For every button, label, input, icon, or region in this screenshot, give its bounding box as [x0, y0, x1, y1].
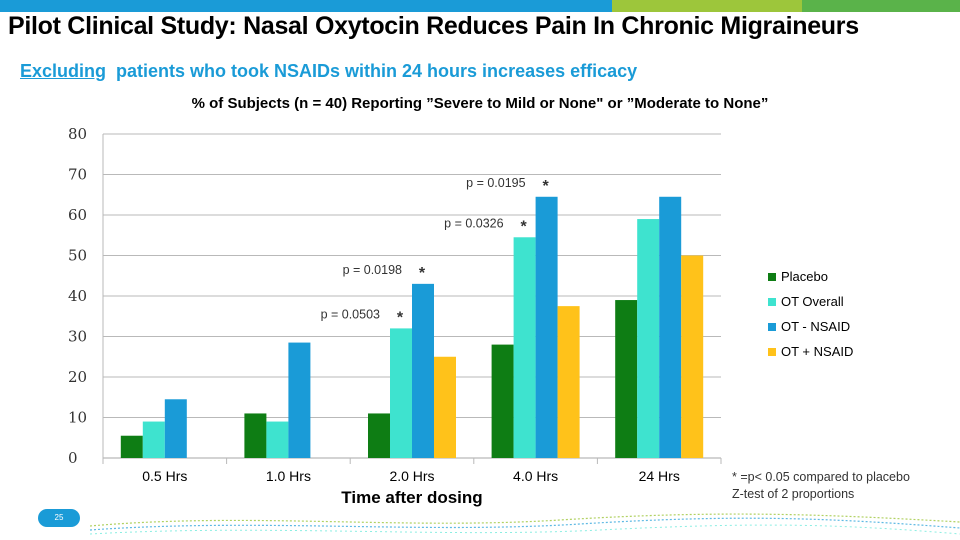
- legend-label-placebo: Placebo: [781, 269, 828, 284]
- y-tick-label: 10: [68, 409, 87, 427]
- legend-swatch-placebo: [768, 272, 776, 281]
- bar-ot-nsaid-2: [412, 283, 434, 458]
- y-tick-label: 60: [68, 206, 87, 224]
- accent-segment-lime: [612, 0, 802, 12]
- bar-ot-nsaid-2: [434, 356, 456, 458]
- axis-ticks: 0 10 20 30 40 50 60 70 80 0.5 Hrs 1.0 Hrs 2.0 Hrs 4.…: [68, 125, 680, 484]
- slide-subtitle: Excluding patients who took NSAIDs withi…: [20, 61, 637, 82]
- legend-item-ot-plus-nsaid: OT + NSAID: [768, 339, 853, 364]
- p-value-label: p = 0.0198: [343, 263, 402, 277]
- legend-label-ot-minus-nsaid: OT - NSAID: [781, 319, 851, 334]
- bars: [120, 196, 704, 458]
- bar-ot-overall-4: [637, 219, 660, 458]
- legend-label-ot-plus-nsaid: OT + NSAID: [781, 344, 854, 359]
- chart-title: % of Subjects (n = 40) Reporting ”Severe…: [191, 95, 769, 112]
- y-tick-label: 40: [68, 287, 87, 305]
- p-value-label: p = 0.0503: [321, 307, 380, 321]
- legend-item-ot-minus-nsaid: OT - NSAID: [768, 314, 853, 339]
- subtitle-emphasis: Excluding: [20, 61, 107, 81]
- x-tick-label: 4.0 Hrs: [513, 468, 558, 484]
- bar-placebo-2: [368, 413, 390, 458]
- x-tick-label: 1.0 Hrs: [266, 468, 311, 484]
- bar-ot-nsaid-4: [659, 196, 682, 458]
- accent-segment-green: [802, 0, 960, 12]
- legend-item-ot-overall: OT Overall: [768, 289, 853, 314]
- bar-placebo-4: [615, 300, 638, 458]
- page-number-badge: 25: [38, 509, 80, 527]
- subtitle-text: patients who took NSAIDs within 24 hours…: [116, 61, 638, 81]
- bar-placebo-1: [244, 413, 267, 458]
- y-tick-label: 70: [68, 166, 87, 184]
- bar-placebo-3: [491, 344, 514, 458]
- bar-ot-nsaid-1: [288, 342, 311, 458]
- significance-star: *: [542, 178, 549, 195]
- legend-swatch-ot-plus-nsaid: [768, 347, 776, 356]
- x-tick-label: 24 Hrs: [639, 468, 680, 484]
- footnote-test: Z-test of 2 proportions: [732, 487, 855, 501]
- bar-ot-overall-0: [142, 421, 165, 458]
- x-tick-label: 2.0 Hrs: [389, 468, 434, 484]
- accent-segment-blue: [0, 0, 612, 12]
- legend-swatch-ot-minus-nsaid: [768, 322, 776, 331]
- x-axis-title: Time after dosing: [341, 488, 483, 507]
- footnote: * =p< 0.05 compared to placebo Z-test of…: [732, 469, 910, 503]
- y-tick-label: 80: [68, 125, 87, 143]
- legend-item-placebo: Placebo: [768, 264, 853, 289]
- bar-ot-nsaid-3: [557, 306, 580, 458]
- bar-ot-overall-2: [390, 328, 412, 458]
- bar-ot-nsaid-3: [535, 196, 558, 458]
- p-value-label: p = 0.0195: [466, 176, 525, 190]
- chart-legend: Placebo OT Overall OT - NSAID OT + NSAID: [768, 264, 853, 364]
- bar-ot-overall-1: [266, 421, 289, 458]
- y-tick-label: 20: [68, 368, 87, 386]
- significance-star: *: [397, 309, 404, 326]
- footnote-significance: * =p< 0.05 compared to placebo: [732, 470, 910, 484]
- y-tick-label: 30: [68, 328, 87, 346]
- significance-star: *: [520, 218, 527, 235]
- x-tick-label: 0.5 Hrs: [142, 468, 187, 484]
- y-tick-label: 0: [68, 449, 78, 467]
- bar-placebo-0: [120, 435, 143, 458]
- y-tick-label: 50: [68, 247, 87, 265]
- slide-title: Pilot Clinical Study: Nasal Oxytocin Red…: [8, 12, 859, 40]
- bar-ot-overall-3: [513, 237, 536, 458]
- legend-label-ot-overall: OT Overall: [781, 294, 844, 309]
- bar-ot-nsaid-4: [681, 255, 704, 458]
- significance-star: *: [419, 265, 426, 282]
- legend-swatch-ot-overall: [768, 297, 776, 306]
- top-accent-bar: [0, 0, 960, 12]
- annotations: * p = 0.0503 * p = 0.0198 * p = 0.0326 * p = 0.…: [321, 176, 550, 327]
- p-value-label: p = 0.0326: [444, 216, 503, 230]
- bar-ot-nsaid-0: [164, 399, 187, 458]
